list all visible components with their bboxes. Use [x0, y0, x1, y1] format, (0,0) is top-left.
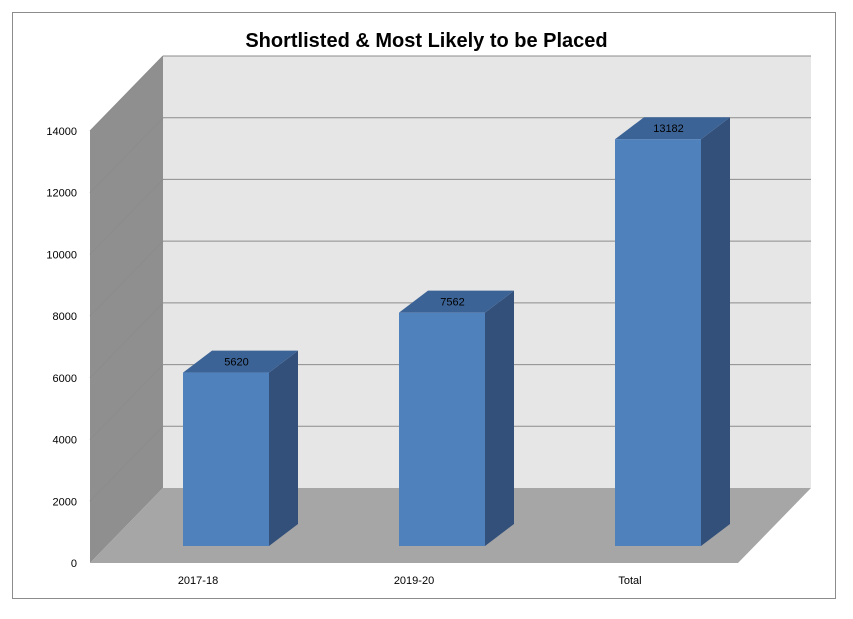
- bar-side: [701, 117, 730, 546]
- gridline-side: [89, 240, 164, 317]
- bar-2019-20: 7562: [399, 290, 514, 546]
- y-axis-ticks: 0 2000 4000 6000 8000 10000 12000 14000: [46, 126, 77, 570]
- bar-top: [183, 350, 298, 373]
- x-tick-label: 2017-18: [178, 575, 218, 587]
- chart-side-wall: [90, 56, 163, 563]
- bar-side: [269, 350, 298, 546]
- bar-2017-18: 5620: [183, 350, 298, 546]
- bar-front: [399, 312, 485, 546]
- y-tick-label: 12000: [46, 188, 77, 200]
- bar-top: [399, 290, 514, 313]
- y-tick-label: 14000: [46, 126, 77, 138]
- gridline-side: [89, 302, 164, 379]
- gridline-side: [89, 364, 164, 440]
- bar-total: 13182: [615, 117, 730, 546]
- y-tick-label: 2000: [53, 496, 77, 508]
- x-axis-ticks: 2017-18 2019-20 Total: [178, 575, 642, 587]
- gridline-side: [89, 55, 164, 132]
- x-tick-label: 2019-20: [394, 575, 434, 587]
- y-tick-label: 6000: [53, 373, 77, 385]
- bar-front: [615, 139, 701, 546]
- bar-front: [183, 372, 269, 546]
- data-label: 5620: [224, 357, 248, 369]
- data-label: 13182: [653, 123, 684, 135]
- bars: 5620 7562 13182: [183, 117, 730, 546]
- data-label: 7562: [440, 297, 464, 309]
- bar-top: [615, 117, 730, 140]
- y-tick-label: 0: [71, 558, 77, 570]
- gridline-side: [89, 425, 164, 502]
- gridline-side: [89, 179, 164, 255]
- y-tick-label: 10000: [46, 249, 77, 261]
- bar-side: [485, 290, 514, 546]
- x-tick-label: Total: [618, 575, 641, 587]
- gridline-side: [89, 117, 164, 194]
- y-tick-label: 4000: [53, 435, 77, 447]
- chart-title: Shortlisted & Most Likely to be Placed: [245, 30, 608, 52]
- y-tick-label: 8000: [53, 311, 77, 323]
